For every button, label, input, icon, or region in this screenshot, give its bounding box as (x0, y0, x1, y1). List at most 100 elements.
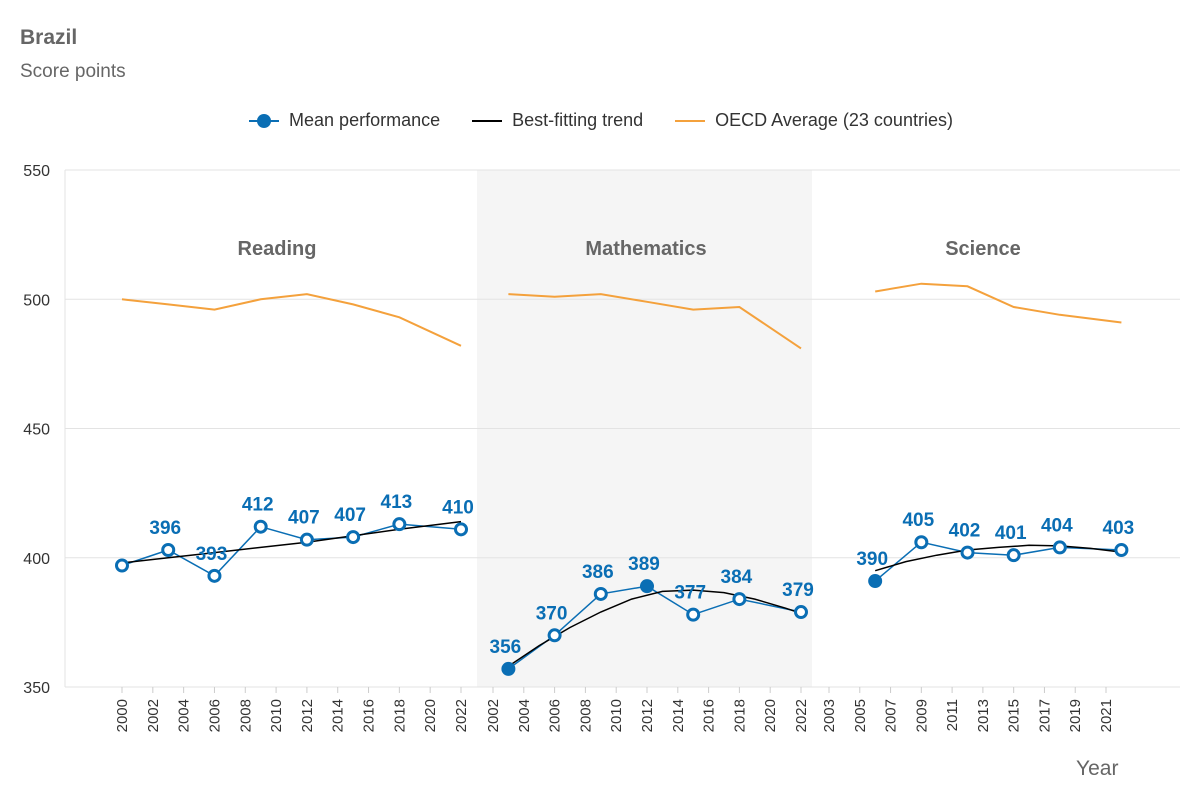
mean-marker (346, 530, 361, 545)
data-label: 413 (381, 492, 413, 513)
x-tick-label: 2015 (1006, 699, 1023, 732)
mean-marker (392, 517, 407, 532)
y-tick-label: 350 (23, 680, 50, 697)
mean-marker (914, 535, 929, 550)
data-label: 401 (995, 523, 1027, 544)
x-tick-label: 2007 (883, 699, 900, 732)
x-tick-label: 2008 (237, 699, 254, 732)
mean-marker (547, 628, 562, 643)
x-tick-label: 2018 (731, 699, 748, 732)
x-tick-label: 2003 (821, 699, 838, 732)
data-label: 412 (242, 495, 274, 516)
x-tick-label: 2008 (577, 699, 594, 732)
mean-line-science (874, 541, 1122, 582)
x-tick-label: 2010 (608, 699, 625, 732)
x-tick-label: 2000 (114, 699, 131, 732)
x-tick-label: 2006 (206, 699, 223, 732)
mean-marker (501, 661, 516, 676)
x-tick-label: 2002 (485, 699, 502, 732)
x-axis-title: Year (1076, 757, 1119, 780)
oecd-line-mathematics (508, 293, 802, 350)
chart-subtitle: Score points (20, 61, 126, 82)
mean-marker (732, 592, 747, 607)
x-tick-label: 2005 (852, 699, 869, 732)
mean-marker (640, 579, 654, 594)
mean-marker (253, 519, 268, 534)
x-tick-label: 2014 (670, 699, 687, 732)
legend-mean-swatch (249, 113, 280, 128)
trend-line-reading (121, 520, 462, 564)
data-label: 407 (288, 508, 320, 529)
x-tick-label: 2012 (639, 699, 656, 732)
legend-trend-swatch (472, 119, 503, 122)
x-tick-label: 2004 (176, 699, 193, 732)
legend-oecd-swatch (675, 119, 706, 122)
data-label: 410 (442, 497, 474, 518)
data-label: 403 (1103, 518, 1135, 539)
data-label: 379 (782, 580, 814, 601)
mean-line-reading (121, 523, 462, 577)
mean-marker (794, 605, 808, 620)
data-label: 386 (582, 562, 614, 583)
panel-title-reading: Reading (238, 238, 317, 260)
x-tick-label: 2010 (268, 699, 285, 732)
data-label: 405 (902, 510, 934, 531)
y-tick-label: 450 (23, 422, 50, 439)
x-tick-label: 2018 (391, 699, 408, 732)
x-tick-label: 2012 (299, 699, 316, 732)
y-tick-label: 400 (23, 551, 50, 568)
legend: Mean performance Best-fitting trend OECD… (0, 110, 1200, 131)
x-tick-label: 2022 (793, 699, 810, 732)
x-tick-label: 2013 (975, 699, 992, 732)
data-label: 407 (334, 505, 366, 526)
mean-marker (868, 574, 883, 589)
x-tick-label: 2011 (944, 699, 961, 731)
mean-marker (686, 607, 701, 622)
legend-item-mean[interactable]: Mean performance (247, 110, 440, 131)
oecd-line-science (875, 282, 1122, 324)
mean-marker (161, 542, 176, 557)
legend-oecd-label: OECD Average (23 countries) (715, 110, 953, 130)
mean-marker (593, 586, 608, 601)
mean-marker (960, 545, 975, 560)
legend-item-trend[interactable]: Best-fitting trend (470, 110, 643, 131)
chart-title: Brazil (20, 26, 78, 49)
data-label: 404 (1041, 515, 1073, 536)
x-tick-label: 2022 (453, 699, 470, 732)
x-tick-label: 2006 (547, 699, 564, 732)
y-tick-label: 500 (23, 292, 50, 309)
x-tick-label: 2016 (701, 699, 718, 732)
mean-marker (207, 568, 222, 583)
data-label: 390 (856, 549, 888, 570)
legend-item-oecd[interactable]: OECD Average (23 countries) (673, 110, 953, 131)
x-tick-label: 2002 (145, 699, 162, 732)
mean-marker (1006, 548, 1021, 563)
trend-line-science (874, 544, 1122, 572)
mean-marker (454, 522, 468, 537)
mean-marker (115, 558, 129, 573)
data-label: 384 (721, 567, 753, 588)
x-tick-label: 2009 (913, 699, 930, 732)
legend-trend-label: Best-fitting trend (512, 110, 644, 130)
x-tick-label: 2021 (1098, 699, 1115, 732)
panel-title-mathematics: Mathematics (585, 238, 706, 260)
data-label: 377 (674, 583, 706, 604)
oecd-line-reading (121, 293, 462, 347)
data-label: 402 (949, 521, 981, 542)
mean-marker (299, 532, 314, 547)
y-tick-label: 550 (23, 163, 50, 180)
data-label: 393 (196, 544, 228, 565)
mean-marker (1052, 540, 1067, 555)
x-tick-label: 2017 (1036, 699, 1053, 732)
x-tick-label: 2014 (330, 699, 347, 732)
x-tick-label: 2020 (422, 699, 439, 732)
legend-mean-label: Mean performance (289, 110, 441, 130)
x-tick-label: 2019 (1067, 699, 1084, 732)
x-tick-label: 2004 (516, 699, 533, 732)
x-tick-label: 2016 (361, 699, 378, 732)
x-tick-label: 2020 (762, 699, 779, 732)
data-label: 370 (536, 603, 568, 624)
data-label: 389 (628, 554, 660, 575)
data-label: 396 (149, 518, 181, 539)
